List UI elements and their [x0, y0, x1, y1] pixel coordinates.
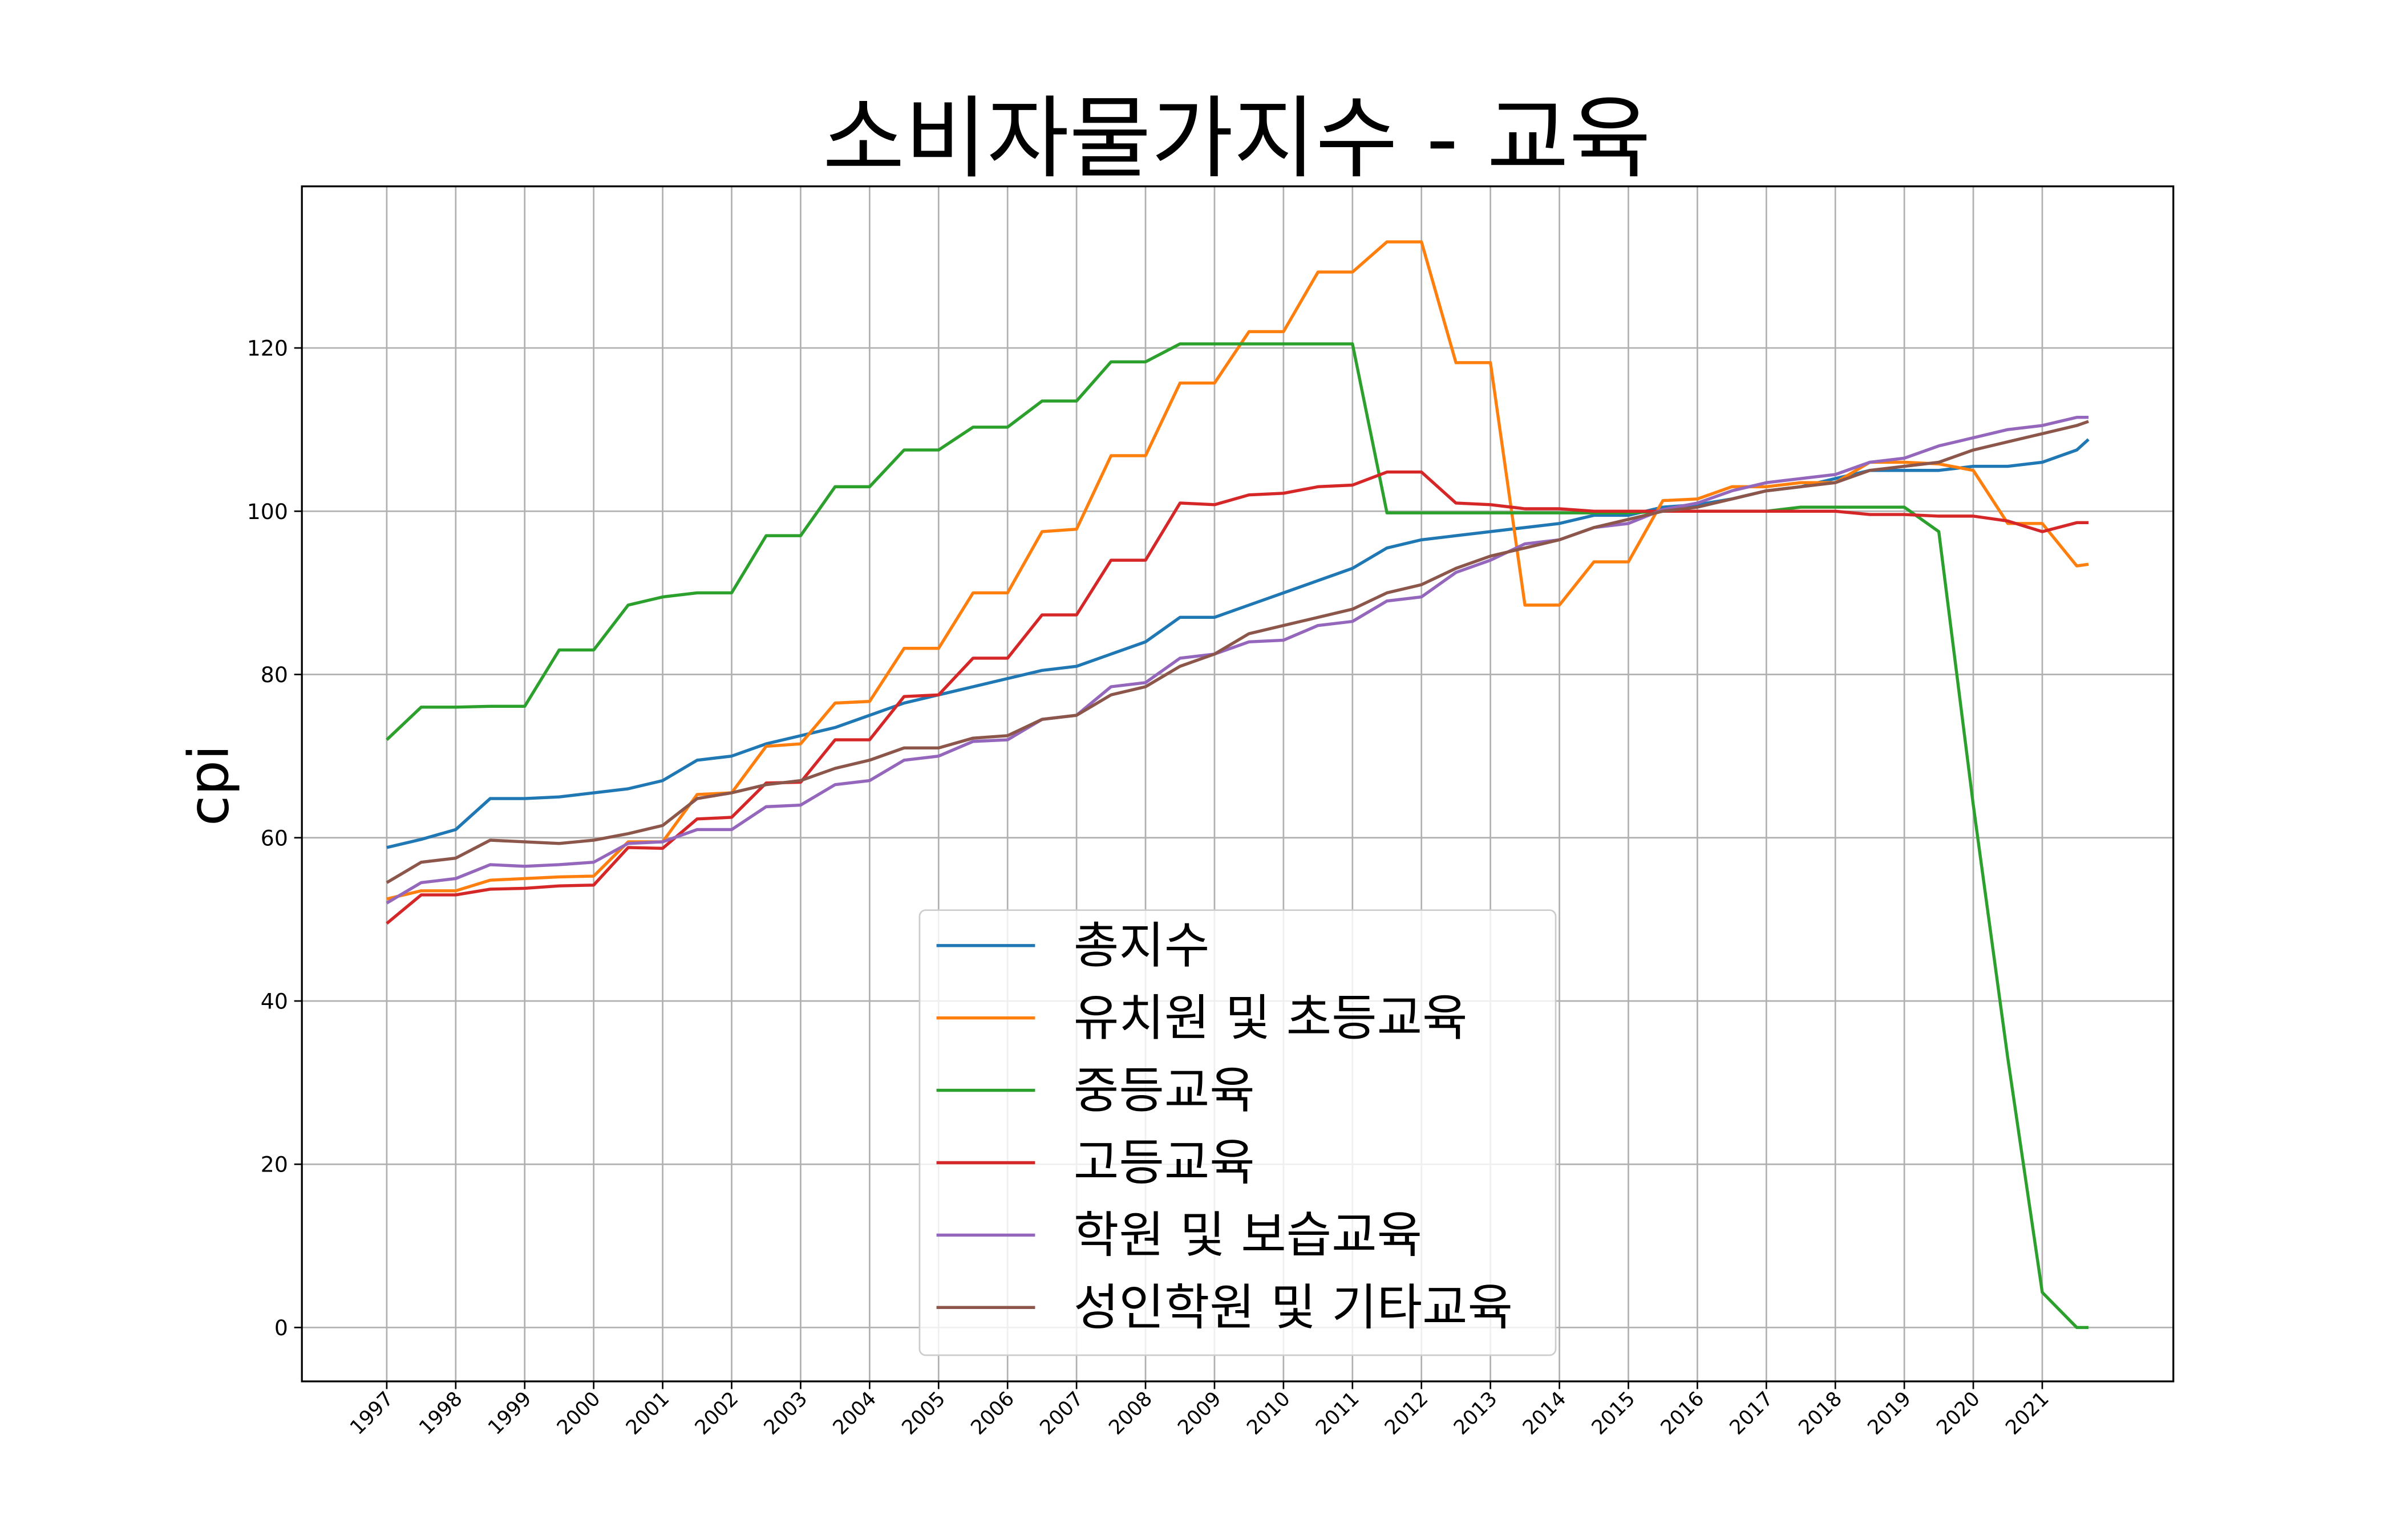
series-line: [386, 416, 2089, 905]
y-tick-label: 20: [261, 1152, 288, 1177]
legend-label: 총지수: [1074, 917, 1209, 974]
legend-label: 학원 및 보습교육: [1074, 1207, 1422, 1264]
y-tick-label: 0: [274, 1315, 288, 1340]
y-tick-label: 60: [261, 825, 288, 850]
legend-label: 유치원 및 초등교육: [1074, 990, 1468, 1047]
series-line: [386, 342, 2089, 1330]
series-line: [386, 420, 2089, 884]
y-tick-label: 80: [261, 662, 288, 687]
legend-box: [918, 909, 1557, 1356]
legend-label: 고등교육: [1074, 1134, 1255, 1192]
lines: [386, 240, 2090, 1330]
y-tick-label: 100: [247, 499, 288, 524]
chart-title: 소비자물가지수 - 교육: [823, 87, 1652, 191]
y-axis-label: cpi: [177, 745, 241, 826]
legend-label: 중등교육: [1074, 1062, 1255, 1119]
y-tick-label: 40: [261, 988, 288, 1014]
y-tick-label: 120: [247, 336, 288, 361]
plot-frame: [301, 185, 2175, 1383]
legend-label: 성인학원 및 기타교육: [1074, 1279, 1513, 1336]
